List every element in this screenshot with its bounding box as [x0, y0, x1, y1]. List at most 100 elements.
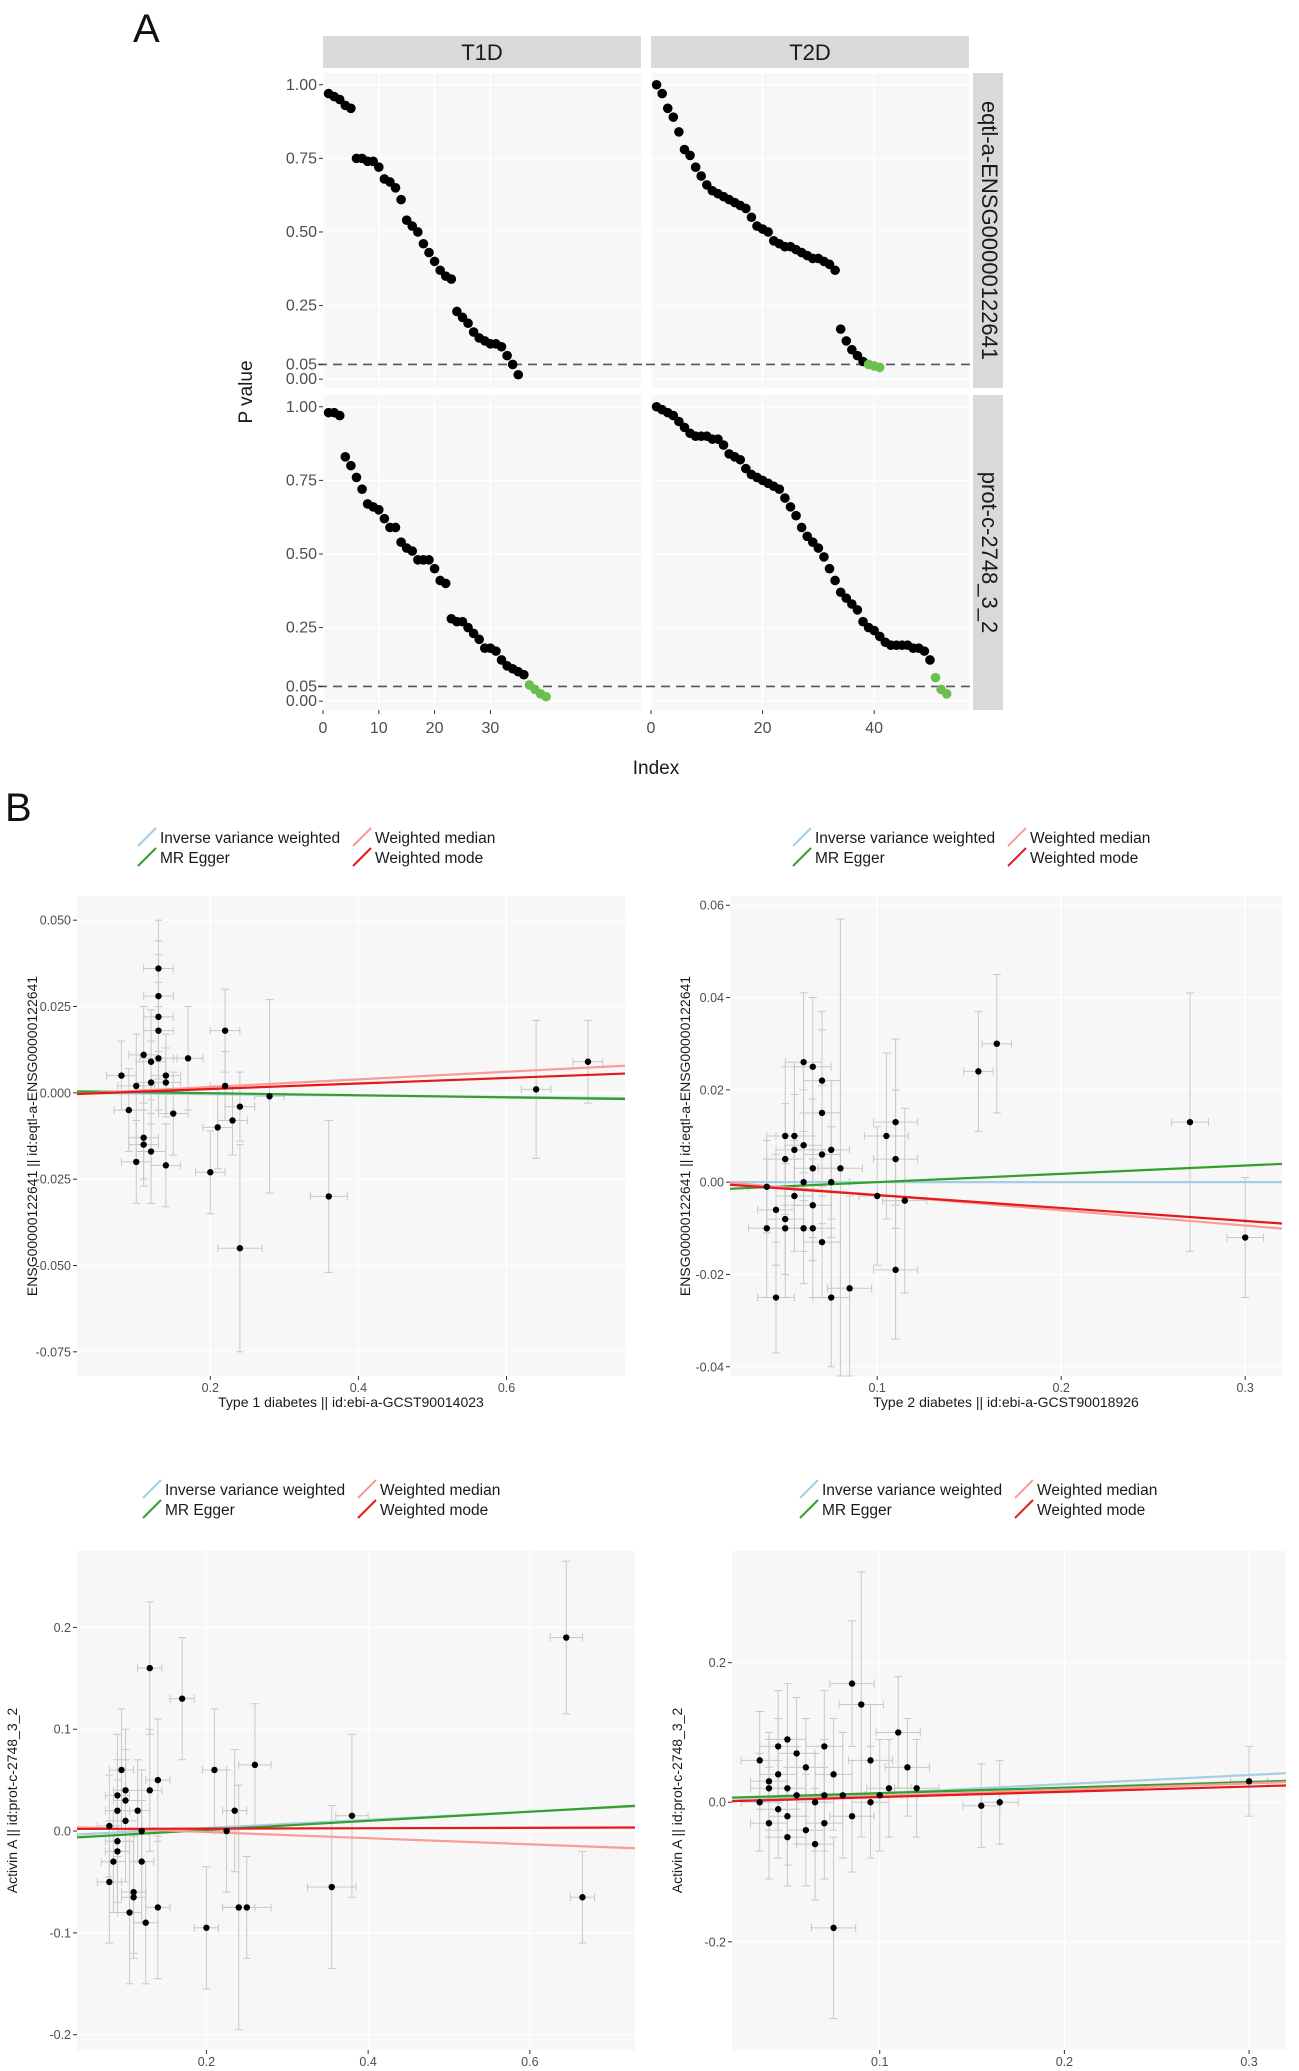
regression-line-mr-egger [729, 1162, 1283, 1190]
data-point [147, 1148, 155, 1155]
y-tick-label: 0.0 [709, 1796, 726, 1810]
data-point [122, 1817, 129, 1825]
data-point [348, 1812, 356, 1819]
data-point [231, 1807, 238, 1814]
data-point [114, 1807, 121, 1814]
data-point [390, 183, 401, 193]
data-point [407, 546, 418, 556]
data-point [802, 1826, 810, 1834]
legend: Inverse variance weighted Weighted median… [792, 827, 1150, 867]
data-point [463, 318, 473, 329]
data-point [502, 350, 512, 361]
data-point [756, 1799, 763, 1806]
data-point [674, 127, 684, 137]
data-point [993, 1040, 1000, 1047]
legend-label: Weighted median [375, 830, 495, 847]
x-axis-title: Index [633, 758, 680, 779]
y-tick-label: 1.00 [286, 77, 317, 94]
data-point [1242, 1234, 1249, 1241]
data-point [211, 1766, 218, 1774]
data-point [155, 1055, 162, 1062]
data-point [782, 1132, 789, 1140]
data-point [138, 1858, 145, 1865]
regression-line-mr-egger [76, 1090, 626, 1101]
data-point [122, 1787, 129, 1794]
data-point [140, 1134, 147, 1141]
data-point [867, 1799, 874, 1806]
data-point [236, 1245, 244, 1252]
legend-label: Weighted mode [380, 1502, 488, 1519]
y-tick-label: 0.1 [54, 1723, 71, 1737]
data-point [251, 1761, 259, 1769]
facet-panel-t1d-2 [318, 395, 644, 710]
y-tick-label: 0.2 [54, 1621, 71, 1635]
data-point [718, 440, 729, 450]
data-point [895, 1729, 902, 1736]
data-point [235, 1904, 242, 1911]
y-axis-title: P value [236, 360, 257, 423]
panel-background [323, 395, 641, 710]
data-point [133, 1082, 140, 1090]
data-point [996, 1799, 1003, 1806]
data-point [178, 1695, 186, 1702]
y-tick-label: -0.025 [36, 1173, 71, 1187]
legend-label: MR Egger [822, 1502, 892, 1519]
data-point [791, 1146, 798, 1154]
y-axis-title: Activin A || id:prot-c-2748_3_2 [669, 1708, 685, 1894]
legend-label: Inverse variance weighted [165, 1482, 345, 1499]
panel-a-letter: A [133, 7, 160, 51]
data-point [802, 1764, 810, 1771]
data-point [221, 1027, 229, 1034]
data-point [800, 1178, 807, 1186]
x-axis-title: Type 1 diabetes || id:ebi-a-GCST90014023 [218, 1394, 484, 1410]
legend-label: MR Egger [165, 1502, 235, 1519]
data-point [351, 472, 362, 483]
data-point [835, 324, 846, 334]
x-tick-label: 0.1 [871, 2055, 888, 2069]
data-point [114, 1838, 121, 1845]
data-point [507, 359, 518, 370]
x-tick-label: 20 [754, 720, 772, 737]
y-tick-label: -0.050 [36, 1259, 71, 1273]
data-point [651, 79, 662, 90]
legend-key-mr-egger [792, 847, 812, 867]
data-point [925, 655, 935, 665]
data-point [913, 1785, 920, 1792]
data-point [122, 1797, 129, 1804]
data-point [818, 1077, 826, 1084]
legend-key-weighted-mode [357, 1499, 377, 1519]
data-point [696, 171, 707, 181]
mr-plot-b4: Inverse variance weighted Weighted median… [669, 1479, 1287, 2071]
data-point [883, 1132, 890, 1140]
data-point [1186, 1118, 1194, 1126]
y-tick-label: 0.00 [286, 371, 317, 388]
regression-line-weighted-mode [76, 1072, 626, 1096]
data-point [830, 575, 840, 586]
data-point [685, 150, 695, 161]
data-point [373, 162, 384, 173]
panel-background [651, 73, 969, 388]
legend-key-weighted-median [352, 827, 372, 847]
data-point [780, 493, 790, 503]
data-point [266, 1093, 273, 1100]
data-point [243, 1904, 251, 1911]
legend-key-mr-egger [142, 1499, 162, 1519]
data-point [830, 1924, 837, 1932]
data-point [373, 505, 384, 515]
legend-key-weighted-mode [1007, 847, 1027, 867]
x-tick-label: 20 [426, 720, 444, 737]
y-axis-title: Activin A || id:prot-c-2748_3_2 [4, 1708, 20, 1894]
legend-label: Inverse variance weighted [815, 830, 995, 847]
significant-point [541, 691, 551, 702]
data-point [657, 88, 667, 99]
legend-key-weighted-mode [352, 847, 372, 867]
data-point [446, 274, 457, 284]
data-point [763, 227, 773, 237]
y-tick-label: 0.05 [286, 356, 317, 373]
data-point [818, 1151, 826, 1158]
data-point [821, 1819, 828, 1827]
data-point [811, 1799, 819, 1806]
x-tick-label: 0.6 [521, 2055, 538, 2069]
data-point [140, 1141, 147, 1148]
x-axis-title: Type 2 diabetes || id:ebi-a-GCST90018926 [876, 2068, 1142, 2071]
